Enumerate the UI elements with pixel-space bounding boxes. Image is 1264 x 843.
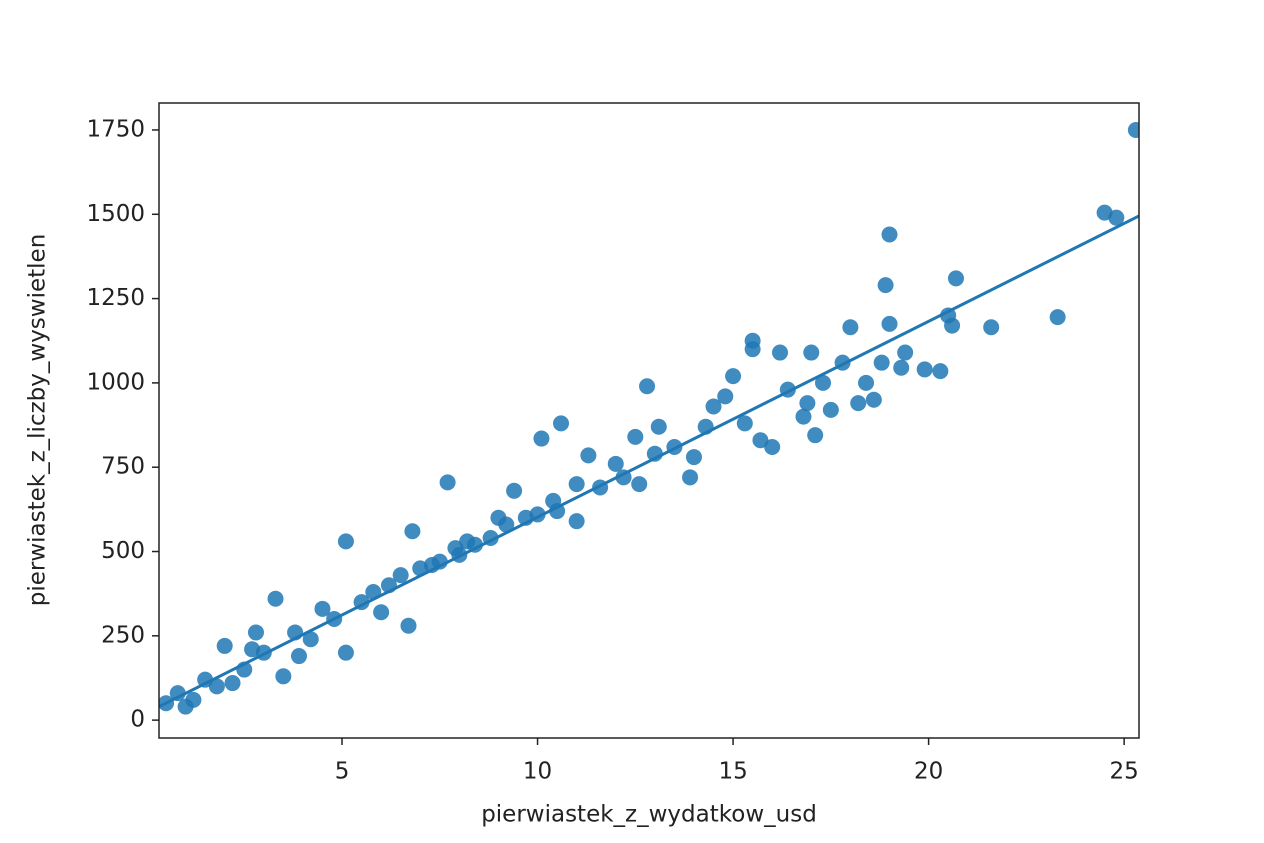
- point: [568, 476, 585, 493]
- point: [498, 516, 515, 533]
- point: [553, 415, 570, 432]
- point: [404, 523, 421, 540]
- point: [877, 277, 894, 294]
- point: [337, 533, 354, 550]
- point: [197, 671, 214, 688]
- point: [247, 624, 264, 641]
- regression-line: [159, 214, 1139, 708]
- y-tick-label: 1000: [86, 369, 145, 395]
- x-tick-label: 10: [523, 759, 552, 785]
- point: [881, 315, 898, 332]
- point: [725, 368, 742, 385]
- point: [506, 482, 523, 499]
- point: [685, 449, 702, 466]
- x-tick-label: 5: [335, 759, 350, 785]
- point: [807, 427, 824, 444]
- point: [815, 374, 832, 391]
- point: [545, 492, 562, 509]
- point: [439, 474, 456, 491]
- point: [568, 513, 585, 530]
- point: [631, 476, 648, 493]
- point: [400, 617, 417, 634]
- point: [302, 631, 319, 648]
- point: [752, 432, 769, 449]
- axes-frame: [158, 102, 1140, 739]
- plot-area: [159, 121, 1139, 715]
- point: [858, 374, 875, 391]
- point: [1108, 209, 1125, 226]
- point: [705, 398, 722, 415]
- point: [850, 395, 867, 412]
- point: [275, 668, 292, 685]
- point: [337, 644, 354, 661]
- point: [795, 408, 812, 425]
- point: [607, 455, 624, 472]
- point: [291, 648, 307, 665]
- point: [224, 675, 241, 692]
- point: [932, 363, 949, 380]
- point: [459, 533, 476, 550]
- point: [865, 391, 882, 408]
- point: [682, 469, 699, 486]
- point: [447, 540, 464, 557]
- point: [772, 344, 789, 361]
- point: [799, 395, 816, 412]
- point: [177, 698, 194, 715]
- point: [169, 685, 186, 702]
- point: [897, 344, 914, 361]
- y-tick-label: 1250: [86, 285, 145, 311]
- y-tick-label: 500: [101, 538, 145, 564]
- point: [736, 415, 753, 432]
- point: [893, 359, 910, 376]
- point: [1049, 309, 1066, 326]
- x-tick-label: 25: [1109, 759, 1138, 785]
- y-tick-label: 1750: [86, 116, 145, 142]
- point: [627, 428, 644, 445]
- point: [392, 567, 409, 584]
- point: [944, 317, 961, 334]
- point: [744, 341, 761, 358]
- point: [314, 600, 331, 617]
- point: [947, 270, 964, 287]
- point: [873, 354, 890, 371]
- point: [983, 319, 1000, 336]
- point: [580, 447, 597, 464]
- x-tick-label: 15: [718, 759, 747, 785]
- point: [208, 678, 225, 695]
- x-axis-label: pierwiastek_z_wydatkow_usd: [481, 802, 817, 828]
- point: [881, 226, 898, 243]
- y-tick-label: 750: [101, 454, 145, 480]
- point: [533, 430, 550, 447]
- point: [916, 361, 933, 378]
- point: [822, 401, 839, 418]
- point: [650, 418, 667, 435]
- point: [803, 344, 820, 361]
- point: [842, 319, 859, 336]
- point: [373, 604, 390, 621]
- point: [717, 388, 734, 405]
- point: [216, 637, 233, 654]
- y-tick-label: 1500: [86, 201, 145, 227]
- point: [1127, 121, 1139, 138]
- y-axis-label: pierwiastek_z_liczby_wyswietlen: [25, 234, 51, 607]
- point: [639, 378, 656, 395]
- y-tick-label: 0: [130, 707, 145, 733]
- point: [267, 590, 284, 607]
- y-tick-label: 250: [101, 622, 145, 648]
- x-tick-label: 20: [914, 759, 943, 785]
- point: [764, 438, 781, 455]
